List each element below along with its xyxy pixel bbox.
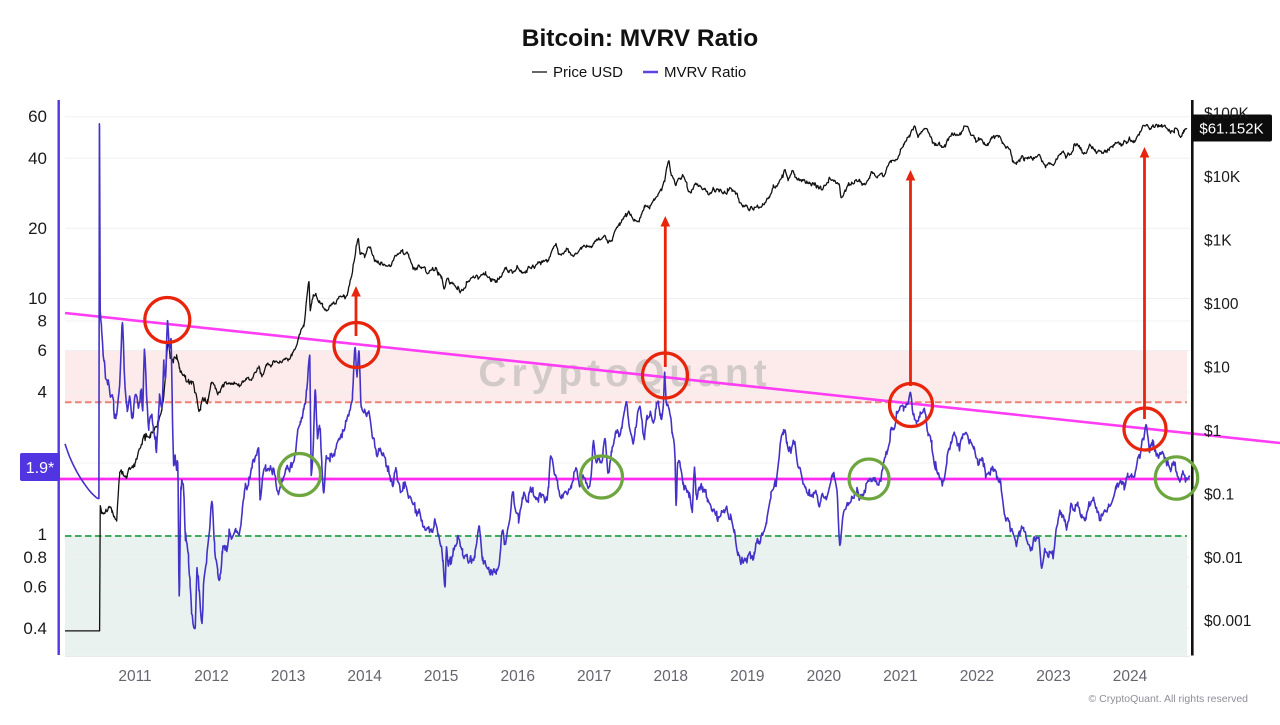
svg-text:2020: 2020 [807,668,842,685]
svg-text:2011: 2011 [118,668,151,685]
svg-text:2016: 2016 [500,668,534,685]
svg-text:40: 40 [28,149,47,168]
svg-text:20: 20 [28,219,47,238]
svg-text:10: 10 [28,289,47,308]
svg-text:$10: $10 [1204,360,1230,377]
svg-text:2024: 2024 [1113,668,1148,685]
svg-text:0.8: 0.8 [23,548,47,567]
svg-text:2013: 2013 [271,668,305,685]
svg-text:© CryptoQuant. All rights rese: © CryptoQuant. All rights reserved [1089,693,1249,705]
svg-text:$0.001: $0.001 [1204,613,1251,630]
svg-text:8: 8 [38,312,47,331]
svg-text:2012: 2012 [194,668,228,685]
svg-text:2021: 2021 [883,668,917,685]
svg-text:$0.01: $0.01 [1204,550,1243,567]
svg-text:$1K: $1K [1204,233,1232,250]
svg-text:1.9*: 1.9* [26,460,54,477]
svg-text:2019: 2019 [730,668,764,685]
svg-text:$10K: $10K [1204,169,1241,186]
svg-text:4: 4 [38,383,47,402]
svg-text:1: 1 [38,525,47,544]
svg-text:2017: 2017 [577,668,611,685]
svg-text:0.6: 0.6 [23,577,47,596]
svg-text:$100: $100 [1204,296,1239,313]
svg-text:2014: 2014 [347,668,382,685]
svg-text:$61.152K: $61.152K [1199,121,1263,138]
svg-text:6: 6 [38,341,47,360]
svg-text:2018: 2018 [654,668,688,685]
svg-text:2022: 2022 [960,668,994,685]
svg-text:$100K: $100K [1204,106,1249,123]
svg-text:$1: $1 [1204,423,1221,440]
svg-text:0.4: 0.4 [23,619,47,638]
svg-text:2023: 2023 [1036,668,1070,685]
svg-text:MVRV Ratio: MVRV Ratio [664,64,746,81]
svg-text:60: 60 [28,107,47,126]
svg-text:$0.1: $0.1 [1204,487,1234,504]
svg-text:2015: 2015 [424,668,458,685]
svg-text:Price USD: Price USD [553,64,623,81]
svg-text:Bitcoin: MVRV Ratio: Bitcoin: MVRV Ratio [522,25,758,52]
